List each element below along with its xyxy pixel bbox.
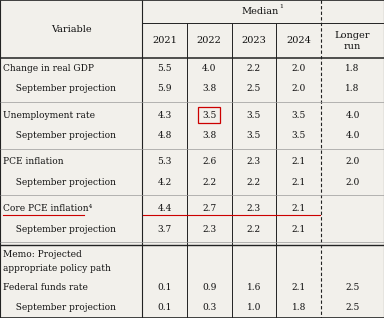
Text: 3.5: 3.5 [291,111,306,120]
Text: September projection: September projection [10,131,116,140]
Text: 2.6: 2.6 [202,157,217,166]
Text: 2021: 2021 [152,36,177,45]
Text: 2.2: 2.2 [202,178,216,187]
Text: 1.8: 1.8 [345,85,360,93]
Text: 3.7: 3.7 [157,225,172,233]
Text: Median: Median [242,7,279,16]
Text: 5.3: 5.3 [157,157,172,166]
Text: 3.8: 3.8 [202,85,217,93]
Text: 2.5: 2.5 [345,303,360,312]
Text: 3.5: 3.5 [247,131,261,140]
Text: 2.1: 2.1 [291,283,306,292]
Text: 0.3: 0.3 [202,303,217,312]
Text: 0.1: 0.1 [157,283,172,292]
Text: 2.1: 2.1 [291,204,306,213]
Text: 4.4: 4.4 [157,204,172,213]
Text: September projection: September projection [10,303,116,312]
Text: 5.9: 5.9 [157,85,172,93]
Text: 1.6: 1.6 [247,283,261,292]
Text: 3.5: 3.5 [202,111,217,120]
Text: Variable: Variable [51,25,91,34]
Text: 2022: 2022 [197,36,222,45]
Text: 3.5: 3.5 [247,111,261,120]
Text: 3.5: 3.5 [291,131,306,140]
Text: 2.2: 2.2 [247,225,261,233]
Text: September projection: September projection [10,225,116,233]
Text: 4.0: 4.0 [202,64,217,73]
Text: 2.1: 2.1 [291,178,306,187]
Text: 2023: 2023 [242,36,266,45]
Text: 2.2: 2.2 [247,178,261,187]
Text: 3.8: 3.8 [202,131,217,140]
Text: Memo: Projected: Memo: Projected [3,250,82,259]
Text: 1.0: 1.0 [247,303,261,312]
Text: PCE inflation: PCE inflation [3,157,64,166]
Text: 2.0: 2.0 [291,85,306,93]
Text: 2024: 2024 [286,36,311,45]
Text: 2.3: 2.3 [202,225,216,233]
Text: 0.9: 0.9 [202,283,217,292]
Text: 0.1: 0.1 [157,303,172,312]
Text: 2.0: 2.0 [291,64,306,73]
Text: 2.1: 2.1 [291,157,306,166]
Text: 4.0: 4.0 [345,131,360,140]
Text: 2.1: 2.1 [291,225,306,233]
Text: Core PCE inflation⁴: Core PCE inflation⁴ [3,204,92,213]
Text: Longer
run: Longer run [335,31,370,51]
Text: 4.3: 4.3 [157,111,172,120]
Text: appropriate policy path: appropriate policy path [3,264,111,273]
Text: 5.5: 5.5 [157,64,172,73]
Text: 2.7: 2.7 [202,204,217,213]
Text: 2.5: 2.5 [345,283,360,292]
Text: 2.3: 2.3 [247,157,261,166]
Text: September projection: September projection [10,178,116,187]
Text: September projection: September projection [10,85,116,93]
Text: 2.5: 2.5 [247,85,261,93]
Text: 2.3: 2.3 [247,204,261,213]
Bar [198,107,220,123]
Text: 4.0: 4.0 [345,111,360,120]
Text: 1.8: 1.8 [345,64,360,73]
Text: Federal funds rate: Federal funds rate [3,283,88,292]
Text: Unemployment rate: Unemployment rate [3,111,95,120]
Text: 2.0: 2.0 [345,178,360,187]
Text: 1: 1 [280,4,283,9]
Text: 4.2: 4.2 [157,178,172,187]
Text: 1.8: 1.8 [291,303,306,312]
Text: 2.2: 2.2 [247,64,261,73]
Text: 4.8: 4.8 [157,131,172,140]
Text: Change in real GDP: Change in real GDP [3,64,94,73]
Text: 2.0: 2.0 [345,157,360,166]
